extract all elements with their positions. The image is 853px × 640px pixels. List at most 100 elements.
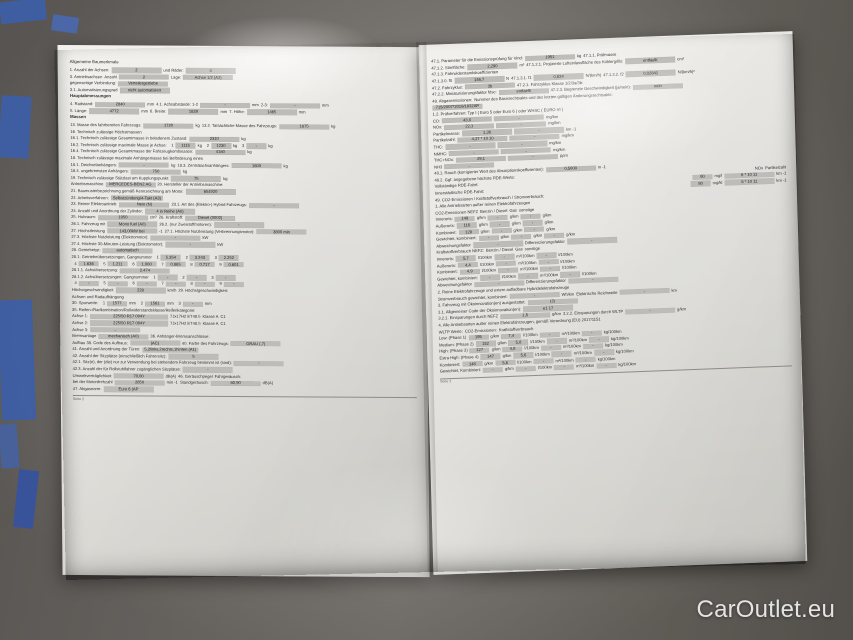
field-unit: g/km — [478, 221, 488, 228]
field-value: - — [233, 361, 284, 367]
field-unit: mg/km — [552, 146, 566, 152]
field-unit: l/100km — [524, 345, 539, 351]
field-value: 1561 — [144, 301, 165, 307]
field-unit: mm — [204, 300, 212, 307]
field-unit: mm — [220, 108, 228, 114]
field-value: mechanisch (A0) — [98, 333, 149, 340]
field-unit: mg/km — [545, 113, 559, 119]
field-unit: mg/km — [548, 139, 562, 146]
field-value: 2840 — [95, 101, 146, 108]
field-label: 3.1. Automatisierungsgrad — [69, 86, 118, 93]
field-label: THC+NOx: — [433, 156, 455, 163]
field-unit: mm — [251, 102, 259, 108]
gear-cell: 5- — [101, 281, 128, 287]
field-unit: m³/100km — [518, 259, 537, 266]
field-label: 23.1. Art des (Elektro-) Hybrid Fahrzeug… — [171, 201, 248, 208]
gear-index: 2 — [182, 274, 185, 280]
fuel-cell: - l/100km — [515, 364, 552, 372]
field-unit: l/100km — [562, 264, 577, 271]
field-label: High: (Phase 3) — [439, 347, 468, 354]
field-label: Bremsanlage — [72, 333, 97, 339]
page-footer: Seite 2 — [72, 396, 85, 401]
field-value: - — [90, 327, 141, 333]
field-label: 30. Spurweite: — [71, 300, 99, 306]
field-value: - — [199, 102, 251, 109]
field-label: Achse 3: — [72, 326, 89, 332]
field-label: 25. Hubraum: — [71, 214, 96, 220]
field-value: - — [546, 338, 567, 345]
field-label: 35. Reifen-/Radkombination/Rollwiderstan… — [71, 306, 196, 313]
axle-index: 3 — [178, 300, 181, 306]
field-value: Nein (N) — [119, 202, 170, 208]
gear-cell: 7 0.865 — [159, 261, 186, 268]
field-value: 0.717 — [194, 261, 215, 268]
field-label: 19. Technisch zulässige Stützlast am Kup… — [70, 174, 170, 181]
field-value: 1839 — [168, 108, 219, 115]
field-unit: kg/100km — [603, 328, 622, 335]
tyre-rim: 7Jx17H2 ET48.5 — [170, 313, 201, 320]
field-unit: m³/100km — [576, 362, 595, 369]
field-value: 143,00kW bei — [106, 228, 157, 234]
field-unit: km — [671, 287, 677, 293]
field-value: 2.252 — [218, 255, 239, 261]
value-cell: - g/km — [524, 226, 555, 233]
field-unit: l/100km — [560, 258, 575, 264]
field-label: 47.1.3.2. f2 — [603, 71, 624, 78]
field-value: 2850 — [114, 380, 165, 386]
field-label: 29. Höchstgeschwindigkeit: — [178, 287, 229, 293]
field-unit: min -1 — [166, 379, 178, 385]
field-value: - — [515, 365, 536, 372]
field-unit: kg — [331, 123, 336, 129]
field-value: 654920 — [185, 189, 236, 195]
field-value: 5,6 — [495, 360, 516, 366]
field-unit: m³/100km — [555, 357, 574, 363]
field-label: 21. Baumusterbezeichnung gemäß Kennzeich… — [70, 188, 184, 194]
gear-index: 6 — [132, 260, 135, 266]
field-label: 18.3. Zentralachsanhängers: — [177, 162, 230, 168]
field-value: 127 — [469, 347, 490, 354]
axle-index: 1 — [171, 142, 174, 148]
column-header: sonstige — [524, 246, 541, 252]
field-label: 18.1. Deichselanhängers: — [70, 161, 118, 167]
field-value: 75 — [171, 176, 222, 182]
field-unit: kg/100km — [610, 335, 629, 341]
field-value: 2310 — [189, 136, 240, 143]
field-unit: dB(A) — [262, 380, 274, 386]
field-unit: g/km — [552, 311, 562, 317]
field-unit: N/(km/h) — [585, 72, 602, 78]
field-value: - — [533, 358, 554, 365]
field-unit: g/km — [480, 228, 490, 234]
field-unit: mm — [141, 108, 149, 114]
field-unit: ppm — [559, 152, 568, 159]
field-value: 4 in Reihe (A0) — [144, 208, 196, 215]
field-value: 5,2links,2rechts,1hinten (A1) — [142, 347, 199, 353]
gear-cell: 6 1.000 — [130, 261, 157, 267]
rde-col-head: Partikelzahl — [764, 164, 787, 171]
field-unit: l/100km — [501, 273, 517, 279]
rde-col-head: NOx — [754, 165, 764, 171]
field-value: - — [497, 267, 519, 274]
field-label: 27.4. Höchste 30-Minuten-Leistung (Elekt… — [71, 240, 164, 247]
axle-cell: 1 1115 kg — [169, 143, 202, 149]
document-row: 47. Abgasnorm: Euro 6 (AP — [73, 386, 417, 395]
gear-cell: 4- — [72, 280, 99, 287]
field-value: - — [575, 357, 596, 363]
field-value: - — [150, 235, 201, 241]
field-unit: kg/100km — [597, 355, 616, 362]
field-unit: m³/100km — [573, 349, 592, 356]
field-label: 5. Länge: — [70, 107, 88, 113]
fuel-cell: - kg/100km — [596, 361, 636, 369]
gear-cell: 9 0.601 — [217, 262, 244, 268]
gear-index: 2 — [185, 254, 188, 260]
field-value: - — [246, 143, 267, 149]
axle-index: 1 — [102, 300, 106, 306]
field-unit: g/km — [511, 220, 521, 226]
axle-index: 3 — [241, 142, 245, 148]
field-value: 116 — [456, 222, 477, 229]
field-label: Standgeräusch: — [179, 379, 209, 386]
field-unit: m³/100km — [561, 330, 580, 337]
field-value: Diesel (0002) — [185, 215, 236, 222]
field-label: 47. Abgasnorm: — [72, 385, 102, 392]
field-label: 26.1. Fahrzeug mit — [71, 221, 106, 227]
field-value: - — [524, 227, 545, 233]
